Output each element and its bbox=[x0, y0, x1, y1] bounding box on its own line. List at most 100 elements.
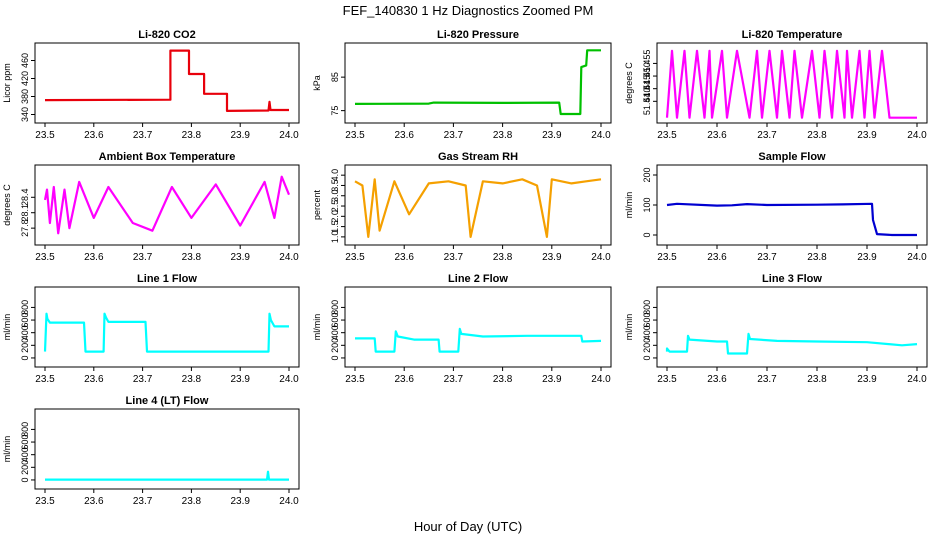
y-axis-label: Licor ppm bbox=[2, 63, 12, 103]
chart-panel: Gas Stream RH 23.5 23.6 23.7 23.8 23.9 24.0 1.0… bbox=[312, 151, 612, 263]
y-axis-label: percent bbox=[312, 189, 322, 220]
series-line bbox=[44, 49, 289, 113]
x-tick-label: 23.7 bbox=[133, 130, 153, 141]
x-tick-label: 23.8 bbox=[807, 130, 827, 141]
chart-panel: Sample Flow 23.5 23.6 23.7 23.8 23.9 24.0 0 100 2… bbox=[624, 151, 928, 263]
chart-title: Line 2 Flow bbox=[448, 273, 508, 285]
y-tick-label: 420 bbox=[20, 71, 30, 86]
y-tick-label: 3.5 bbox=[330, 179, 340, 192]
chart-panel: Line 3 Flow 23.5 23.6 23.7 23.8 23.9 24.0 0 2004… bbox=[624, 273, 928, 385]
y-tick-label: 200 bbox=[20, 338, 30, 353]
y-tick-label: 0 bbox=[330, 355, 340, 360]
x-tick-label: 23.9 bbox=[230, 374, 250, 385]
plot-frame bbox=[344, 42, 612, 124]
y-tick-label: 1.5 bbox=[330, 220, 340, 233]
x-tick-label: 23.7 bbox=[444, 252, 464, 263]
x-tick-label: 23.8 bbox=[182, 496, 202, 507]
x-tick-label: 23.7 bbox=[133, 374, 153, 385]
x-tick-label: 24.0 bbox=[591, 130, 611, 141]
y-tick-label: 800 bbox=[20, 422, 30, 437]
x-tick-label: 23.5 bbox=[345, 374, 365, 385]
x-tick-label: 23.5 bbox=[345, 130, 365, 141]
y-tick-label: 600 bbox=[20, 435, 30, 450]
y-axis-label: ml/min bbox=[624, 192, 634, 219]
x-tick-label: 24.0 bbox=[279, 496, 299, 507]
x-tick-label: 23.6 bbox=[394, 130, 414, 141]
x-tick-label: 24.0 bbox=[591, 374, 611, 385]
series-line bbox=[355, 327, 602, 353]
chart-panel: Line 4 (LT) Flow 23.5 23.6 23.7 23.8 23.9 24.0… bbox=[2, 395, 300, 507]
chart-title: Line 4 (LT) Flow bbox=[126, 395, 209, 407]
figure-title: FEF_140830 1 Hz Diagnostics Zoomed PM bbox=[343, 3, 594, 18]
x-tick-label: 23.5 bbox=[35, 374, 55, 385]
x-tick-label: 24.0 bbox=[907, 252, 927, 263]
x-tick-label: 23.8 bbox=[182, 252, 202, 263]
chart-panel: Ambient Box Temperature 23.5 23.6 23.7 23.8 2… bbox=[2, 151, 300, 263]
x-tick-label: 23.9 bbox=[542, 130, 562, 141]
y-tick-label: 380 bbox=[20, 89, 30, 104]
y-tick-label: 400 bbox=[330, 325, 340, 340]
series-line bbox=[354, 49, 601, 116]
plot-frame bbox=[656, 42, 928, 124]
x-tick-label: 24.0 bbox=[591, 252, 611, 263]
y-axis-label: ml/min bbox=[312, 314, 322, 341]
y-tick-label: 600 bbox=[330, 313, 340, 328]
x-tick-label: 23.7 bbox=[444, 130, 464, 141]
y-tick-label: 51.445 bbox=[642, 75, 652, 103]
x-tick-label: 23.6 bbox=[84, 496, 104, 507]
y-tick-label: 51.450 bbox=[642, 62, 652, 90]
series-line bbox=[665, 49, 917, 119]
x-tick-label: 23.5 bbox=[35, 130, 55, 141]
x-tick-label: 23.8 bbox=[807, 252, 827, 263]
chart-title: Li-820 CO2 bbox=[138, 29, 195, 41]
x-tick-label: 23.9 bbox=[857, 130, 877, 141]
series-line bbox=[43, 175, 291, 235]
y-tick-label: 200 bbox=[330, 338, 340, 353]
chart-panel: Li-820 Temperature 23.5 23.6 23.7 23.8 23.9 24… bbox=[624, 29, 928, 141]
chart-title: Gas Stream RH bbox=[438, 151, 518, 163]
y-axis-label: ml/min bbox=[2, 314, 12, 341]
y-tick-label: 600 bbox=[642, 313, 652, 328]
x-tick-label: 23.6 bbox=[394, 374, 414, 385]
y-tick-label: 600 bbox=[20, 313, 30, 328]
y-tick-label: 0 bbox=[20, 477, 30, 482]
y-tick-label: 3.0 bbox=[330, 189, 340, 202]
x-tick-label: 23.7 bbox=[757, 130, 777, 141]
y-tick-label: 28.1 bbox=[20, 204, 30, 222]
y-tick-label: 0 bbox=[20, 355, 30, 360]
y-tick-label: 75 bbox=[330, 106, 340, 116]
x-tick-label: 23.5 bbox=[35, 496, 55, 507]
y-tick-label: 28.4 bbox=[20, 189, 30, 207]
x-tick-label: 23.5 bbox=[35, 252, 55, 263]
y-tick-label: 460 bbox=[20, 53, 30, 68]
series-line bbox=[45, 470, 289, 481]
x-tick-label: 24.0 bbox=[279, 252, 299, 263]
series-line bbox=[666, 202, 917, 237]
x-tick-label: 23.9 bbox=[542, 252, 562, 263]
x-tick-label: 23.5 bbox=[657, 374, 677, 385]
y-tick-label: 27.8 bbox=[20, 219, 30, 237]
y-tick-label: 51.455 bbox=[642, 50, 652, 78]
x-tick-label: 23.6 bbox=[707, 252, 727, 263]
y-tick-label: 800 bbox=[330, 300, 340, 315]
x-tick-label: 23.5 bbox=[657, 252, 677, 263]
x-tick-label: 23.9 bbox=[230, 130, 250, 141]
y-tick-label: 4.0 bbox=[330, 169, 340, 182]
x-tick-label: 23.7 bbox=[133, 252, 153, 263]
y-axis-label: degrees C bbox=[624, 62, 634, 104]
chart-title: Li-820 Temperature bbox=[742, 29, 843, 41]
x-tick-label: 23.9 bbox=[857, 374, 877, 385]
y-tick-label: 2.0 bbox=[330, 210, 340, 223]
x-tick-label: 24.0 bbox=[279, 374, 299, 385]
series-line bbox=[665, 332, 918, 355]
plot-frame bbox=[344, 286, 612, 368]
x-tick-label: 23.9 bbox=[230, 496, 250, 507]
x-tick-label: 23.6 bbox=[707, 130, 727, 141]
chart-panel: Li-820 CO2 23.5 23.6 23.7 23.8 23.9 24.0 340 380… bbox=[2, 29, 300, 141]
y-tick-label: 1.0 bbox=[330, 231, 340, 244]
y-tick-label: 400 bbox=[20, 447, 30, 462]
chart-title: Ambient Box Temperature bbox=[99, 151, 236, 163]
y-axis-label: ml/min bbox=[624, 314, 634, 341]
y-axis-label: kPa bbox=[312, 75, 322, 91]
